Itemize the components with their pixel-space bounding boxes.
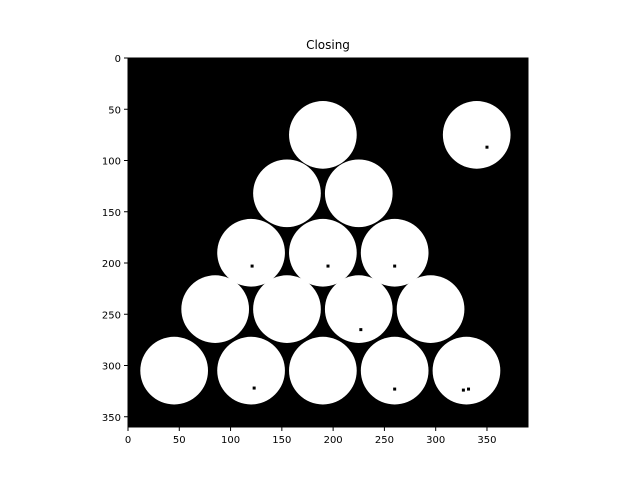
y-tick-label: 150 — [102, 208, 121, 219]
plot-title: Closing — [306, 38, 350, 52]
binary-image-blobs — [140, 101, 511, 405]
x-tick-label: 50 — [173, 435, 186, 446]
y-tick-label: 350 — [102, 413, 121, 424]
ball-blob — [324, 159, 393, 228]
x-tick-label: 250 — [375, 435, 394, 446]
image-axes — [127, 57, 529, 428]
y-tick-label: 300 — [102, 362, 121, 373]
ball-blob — [360, 336, 429, 405]
ball-blob — [432, 336, 501, 405]
y-tick-label: 50 — [108, 105, 121, 116]
hole-speck — [461, 388, 465, 392]
ball-blob — [181, 275, 250, 343]
hole-speck — [326, 264, 330, 268]
binary-image-specks — [250, 145, 489, 392]
ball-blob — [396, 275, 465, 343]
x-tick-label: 100 — [221, 435, 240, 446]
ball-blob — [289, 101, 357, 169]
y-tick-label: 200 — [102, 259, 121, 270]
x-tick-label: 200 — [324, 435, 343, 446]
ball-blob — [253, 159, 321, 228]
y-tick-label: 0 — [115, 54, 121, 65]
hole-speck — [252, 386, 256, 390]
hole-speck — [467, 387, 471, 391]
hole-speck — [250, 264, 254, 268]
ball-blob — [360, 218, 429, 287]
hole-speck — [393, 264, 397, 268]
axes-frame — [127, 57, 529, 428]
ball-blob — [217, 336, 285, 405]
y-tick-label: 100 — [102, 157, 121, 168]
ball-blob — [289, 218, 357, 287]
ball-blob — [442, 101, 511, 169]
ball-blob — [289, 336, 357, 405]
y-tick-label: 250 — [102, 310, 121, 321]
y-axis: 0 50 100 150 200 250 300 350 — [102, 54, 128, 424]
hole-speck — [485, 145, 489, 149]
x-tick-label: 350 — [477, 435, 496, 446]
ball-blob — [324, 275, 393, 343]
x-axis: 0 50 100 150 200 250 300 350 — [125, 427, 497, 446]
ball-blob — [253, 275, 321, 343]
ball-blob — [217, 218, 285, 287]
hole-speck — [393, 387, 397, 391]
x-tick-label: 300 — [426, 435, 445, 446]
ball-blob — [140, 336, 208, 405]
x-tick-label: 150 — [272, 435, 291, 446]
x-tick-label: 0 — [125, 435, 131, 446]
hole-speck — [359, 328, 363, 332]
